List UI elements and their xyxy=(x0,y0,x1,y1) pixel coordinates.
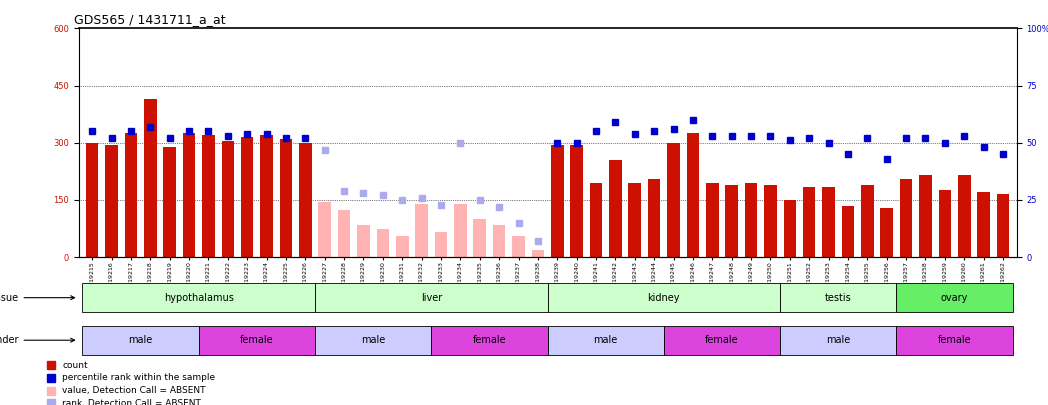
Bar xyxy=(629,183,641,257)
Bar xyxy=(686,133,699,257)
Bar xyxy=(706,183,719,257)
Bar xyxy=(493,225,505,257)
Bar xyxy=(454,204,466,257)
Text: female: female xyxy=(240,335,274,345)
Text: female: female xyxy=(473,335,506,345)
Text: value, Detection Call = ABSENT: value, Detection Call = ABSENT xyxy=(62,386,205,395)
Text: kidney: kidney xyxy=(648,293,680,303)
Text: ovary: ovary xyxy=(941,293,968,303)
Bar xyxy=(319,202,331,257)
Bar xyxy=(978,192,990,257)
FancyBboxPatch shape xyxy=(547,326,663,355)
Bar xyxy=(435,232,447,257)
FancyBboxPatch shape xyxy=(83,326,199,355)
Text: tissue: tissue xyxy=(0,293,74,303)
Bar xyxy=(144,99,156,257)
Bar xyxy=(125,133,137,257)
Bar xyxy=(590,183,603,257)
Text: hypothalamus: hypothalamus xyxy=(163,293,234,303)
Bar xyxy=(86,143,99,257)
Bar xyxy=(861,185,874,257)
Bar xyxy=(803,187,815,257)
Bar xyxy=(764,185,777,257)
Bar xyxy=(396,236,409,257)
Text: male: male xyxy=(362,335,386,345)
Text: male: male xyxy=(826,335,850,345)
Text: liver: liver xyxy=(420,293,442,303)
Bar xyxy=(202,135,215,257)
Bar xyxy=(784,200,796,257)
Bar xyxy=(880,208,893,257)
Bar xyxy=(241,137,254,257)
FancyBboxPatch shape xyxy=(432,326,547,355)
Bar xyxy=(337,209,350,257)
Bar xyxy=(299,143,311,257)
Bar xyxy=(512,236,525,257)
Text: male: male xyxy=(593,335,618,345)
Text: count: count xyxy=(62,361,88,370)
FancyBboxPatch shape xyxy=(663,326,780,355)
FancyBboxPatch shape xyxy=(315,326,432,355)
Bar xyxy=(823,187,835,257)
FancyBboxPatch shape xyxy=(780,326,896,355)
Text: rank, Detection Call = ABSENT: rank, Detection Call = ABSENT xyxy=(62,399,201,405)
Bar xyxy=(260,135,272,257)
Text: gender: gender xyxy=(0,335,74,345)
Bar xyxy=(163,147,176,257)
Bar xyxy=(376,228,389,257)
Bar xyxy=(415,204,428,257)
Bar xyxy=(357,225,370,257)
FancyBboxPatch shape xyxy=(83,283,315,312)
FancyBboxPatch shape xyxy=(896,283,1012,312)
Bar xyxy=(531,249,544,257)
Bar xyxy=(648,179,660,257)
Bar xyxy=(939,190,952,257)
FancyBboxPatch shape xyxy=(199,326,315,355)
Text: testis: testis xyxy=(825,293,852,303)
FancyBboxPatch shape xyxy=(547,283,780,312)
FancyBboxPatch shape xyxy=(315,283,547,312)
Bar xyxy=(900,179,913,257)
Bar xyxy=(745,183,758,257)
FancyBboxPatch shape xyxy=(896,326,1012,355)
Bar xyxy=(842,206,854,257)
Bar xyxy=(668,143,680,257)
Bar xyxy=(570,145,583,257)
Bar xyxy=(958,175,970,257)
Bar xyxy=(919,175,932,257)
Text: female: female xyxy=(938,335,971,345)
Bar xyxy=(280,139,292,257)
Bar xyxy=(997,194,1009,257)
Bar xyxy=(105,145,117,257)
Bar xyxy=(725,185,738,257)
Text: female: female xyxy=(705,335,739,345)
Bar xyxy=(221,141,234,257)
Text: male: male xyxy=(129,335,153,345)
Bar xyxy=(182,133,195,257)
Bar xyxy=(609,160,621,257)
Bar xyxy=(474,219,486,257)
Bar xyxy=(551,145,564,257)
Text: GDS565 / 1431711_a_at: GDS565 / 1431711_a_at xyxy=(74,13,225,26)
FancyBboxPatch shape xyxy=(780,283,896,312)
Text: percentile rank within the sample: percentile rank within the sample xyxy=(62,373,215,382)
